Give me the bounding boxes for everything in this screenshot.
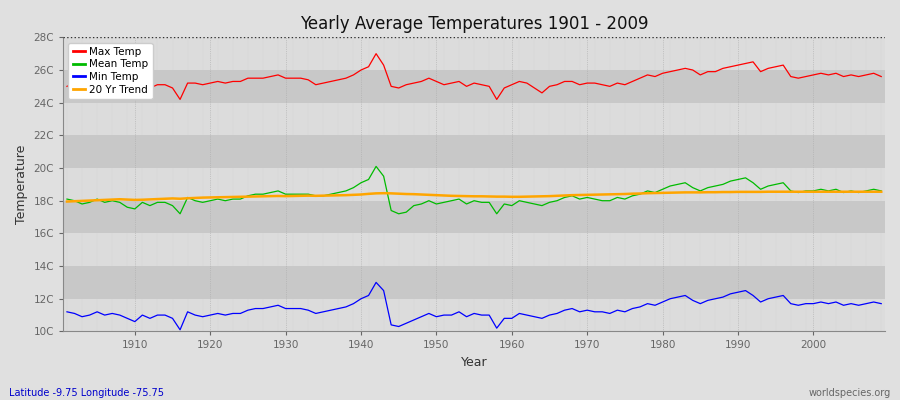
Bar [63,299,885,332]
Bar [63,233,885,266]
Legend: Max Temp, Mean Temp, Min Temp, 20 Yr Trend: Max Temp, Mean Temp, Min Temp, 20 Yr Tre… [68,42,152,99]
Bar [63,103,885,135]
Bar [63,266,885,299]
Text: worldspecies.org: worldspecies.org [809,388,891,398]
Bar [63,135,885,168]
Title: Yearly Average Temperatures 1901 - 2009: Yearly Average Temperatures 1901 - 2009 [300,15,648,33]
X-axis label: Year: Year [461,356,488,369]
Bar [63,70,885,103]
Bar [63,201,885,233]
Bar [63,168,885,201]
Text: Latitude -9.75 Longitude -75.75: Latitude -9.75 Longitude -75.75 [9,388,164,398]
Y-axis label: Temperature: Temperature [15,145,28,224]
Bar [63,37,885,70]
